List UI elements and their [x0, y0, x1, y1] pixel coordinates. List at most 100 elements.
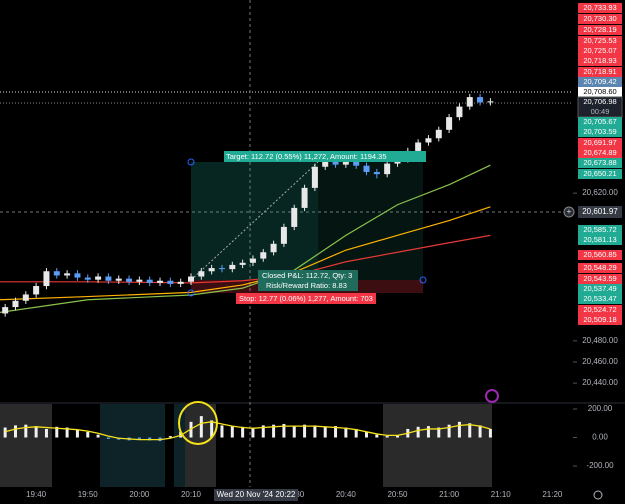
candle-body	[188, 276, 194, 282]
oscillator-bar	[55, 426, 59, 438]
x-tick-label: 19:40	[26, 490, 47, 499]
price-label-bg	[578, 138, 622, 148]
price-label: 20,533.47	[583, 294, 616, 303]
price-axis: 20,440.00 20,460.00 20,480.00 20,620.00 200.…	[573, 3, 623, 470]
price-label-bg	[578, 250, 622, 260]
candle-body	[487, 101, 494, 103]
settings-icon[interactable]	[593, 490, 603, 500]
candle-body	[322, 161, 329, 167]
candle-body	[43, 271, 50, 287]
handle[interactable]	[187, 289, 195, 297]
label-bg	[236, 293, 376, 304]
oscillator-bar	[241, 426, 245, 438]
oscillator-bar	[334, 426, 338, 438]
price-label-bg	[578, 87, 622, 97]
price-label-bg	[578, 14, 622, 24]
oscillator-bar	[34, 426, 38, 438]
price-label-bg	[578, 148, 622, 158]
y-tick-label: 20,460.00	[582, 357, 618, 366]
price-label: 20,718.91	[583, 67, 616, 76]
session-band	[100, 404, 165, 487]
candle-body	[198, 271, 205, 277]
candle-body	[415, 142, 422, 151]
price-label-bg	[578, 77, 622, 87]
candle-body	[249, 258, 256, 263]
price-label: 20,718.93	[583, 56, 616, 65]
price-label: 20,708.60	[583, 87, 616, 96]
plot	[0, 93, 494, 442]
price-label-bg	[578, 46, 622, 56]
price-label-bg	[578, 274, 622, 284]
x-tick-label: 20:10	[181, 490, 202, 499]
oscillator-bar	[86, 431, 90, 438]
price-label: 20,725.07	[583, 46, 616, 55]
crosshair-time: Wed 20 Nov '24 20:22	[217, 490, 296, 499]
candle-body	[177, 281, 184, 284]
price-label: 20,537.49	[583, 284, 616, 293]
price-label: 20,673.88	[583, 158, 616, 167]
candle-body	[363, 165, 370, 173]
price-label: 20,524.72	[583, 305, 616, 314]
y-tick-label: 0.00	[592, 433, 608, 442]
candle-body	[95, 276, 102, 280]
plus-icon[interactable]: +	[567, 207, 572, 216]
price-label-bg	[578, 225, 622, 235]
candle-body	[239, 262, 246, 265]
drawn-circle	[178, 401, 218, 445]
oscillator-bar	[75, 429, 79, 438]
oscillator-bar	[24, 424, 28, 438]
price-label: 20,585.72	[583, 225, 616, 234]
ratio-label: Risk/Reward Ratio: 8.83	[266, 281, 347, 290]
price-label: 20,706.98	[583, 97, 616, 106]
oscillator-sessions	[0, 404, 492, 487]
candle-body	[136, 279, 143, 282]
candle-body	[291, 207, 298, 227]
price-label-bg	[578, 36, 622, 46]
candle-body	[167, 280, 174, 284]
oscillator-bar	[199, 416, 203, 438]
candle-body	[311, 166, 318, 188]
oscillator-bar	[416, 426, 420, 438]
oscillator-bar	[447, 424, 451, 438]
alert-icon[interactable]	[485, 389, 499, 403]
candle-body	[270, 243, 277, 253]
oscillator-bar	[282, 423, 286, 438]
x-tick-label: 20:00	[129, 490, 150, 499]
oscillator-bar	[344, 427, 348, 438]
price-label: 20,703.59	[583, 127, 616, 136]
oscillator-bar	[3, 427, 7, 438]
oscillator-bar	[395, 435, 399, 438]
session-band	[0, 404, 52, 487]
oscillator-bar	[303, 424, 307, 438]
candle-body	[301, 187, 308, 208]
price-label-bg	[578, 294, 622, 304]
candle-body	[84, 277, 91, 280]
handle[interactable]	[187, 158, 195, 166]
session-band	[174, 404, 185, 487]
handle[interactable]	[419, 276, 427, 284]
price-label-bg	[578, 158, 622, 168]
price-label: 20,728.19	[583, 25, 616, 34]
x-tick-label: 21:00	[439, 490, 460, 499]
candle-body	[218, 268, 225, 270]
price-label: 20,705.67	[583, 117, 616, 126]
oscillator-bar	[220, 425, 224, 438]
plus-button[interactable]	[563, 206, 575, 218]
y-tick-label: -200.00	[586, 461, 614, 470]
x-tick-label: 20:40	[336, 490, 357, 499]
price-label: 20,543.59	[583, 274, 616, 283]
oscillator-bar	[65, 427, 69, 438]
price-label: 20,733.93	[583, 3, 616, 12]
candle-body	[446, 117, 453, 130]
price-label: 20,650.21	[583, 169, 616, 178]
price-label: 20,509.18	[583, 315, 616, 324]
x-tick-label: 19:50	[78, 490, 99, 499]
candle-body	[229, 264, 236, 270]
oscillator-bar	[365, 431, 369, 438]
oscillator-bar	[137, 437, 141, 439]
crosshair-price-bg	[578, 206, 622, 218]
target-label: Target: 112.72 (0.55%) 11,272, Amount: 1…	[226, 152, 387, 161]
price-label-bg	[578, 25, 622, 35]
candle-body	[342, 159, 349, 165]
